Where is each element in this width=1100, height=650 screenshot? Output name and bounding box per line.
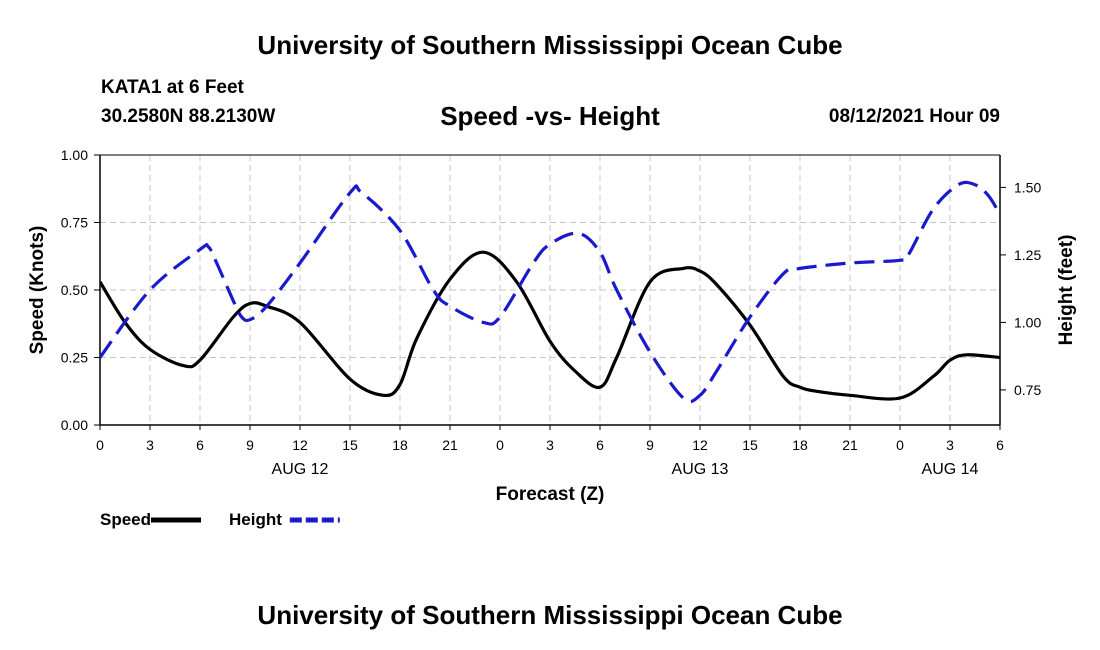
x-tick-label: 3 — [946, 437, 954, 453]
legend-label-height: Height — [229, 510, 282, 529]
speed-series-line — [100, 250, 1000, 401]
chart-subtitle: Speed -vs- Height — [440, 101, 660, 131]
x-tick-label: 9 — [646, 437, 654, 453]
forecast-datetime: 08/12/2021 Hour 09 — [828, 106, 1000, 127]
x-tick-label: 21 — [842, 437, 858, 453]
y-axis-left-label: Speed (Knots) — [27, 226, 48, 355]
date-label: AUG 14 — [922, 461, 979, 478]
x-tick-label: 9 — [246, 437, 254, 453]
y-left-tick-label: 1.00 — [61, 147, 88, 163]
y-axis-right-label: Height (feet) — [1056, 235, 1077, 346]
date-label: AUG 13 — [672, 461, 729, 478]
x-tick-label: 12 — [692, 437, 708, 453]
x-tick-label: 15 — [742, 437, 758, 453]
y-right-tick-label: 0.75 — [1014, 382, 1041, 398]
footer-title: University of Southern Mississippi Ocean… — [257, 600, 843, 630]
page-title: University of Southern Mississippi Ocean… — [257, 30, 843, 60]
x-tick-label: 0 — [896, 437, 904, 453]
x-tick-label: 3 — [146, 437, 154, 453]
y-right-tick-label: 1.00 — [1014, 314, 1041, 330]
x-tick-label: 18 — [792, 437, 808, 453]
x-tick-label: 12 — [292, 437, 308, 453]
x-tick-label: 3 — [546, 437, 554, 453]
x-tick-label: 6 — [196, 437, 204, 453]
date-label: AUG 12 — [272, 461, 329, 478]
x-tick-label: 21 — [442, 437, 458, 453]
station-coordinates: 30.2580N 88.2130W — [101, 106, 276, 127]
station-label: KATA1 at 6 Feet — [101, 77, 244, 98]
y-left-tick-label: 0.00 — [61, 417, 88, 433]
x-tick-label: 15 — [342, 437, 358, 453]
x-tick-label: 18 — [392, 437, 408, 453]
y-right-tick-label: 1.25 — [1014, 247, 1041, 263]
x-tick-label: 6 — [996, 437, 1004, 453]
y-left-tick-label: 0.75 — [61, 215, 88, 231]
x-axis-label: Forecast (Z) — [496, 484, 605, 505]
y-left-tick-label: 0.50 — [61, 282, 88, 298]
y-left-tick-label: 0.25 — [61, 350, 88, 366]
x-tick-label: 0 — [96, 437, 104, 453]
height-series-line — [100, 180, 1000, 404]
y-right-tick-label: 1.50 — [1014, 179, 1041, 195]
x-tick-label: 0 — [496, 437, 504, 453]
legend-label-speed: Speed — [100, 510, 151, 529]
x-tick-label: 6 — [596, 437, 604, 453]
